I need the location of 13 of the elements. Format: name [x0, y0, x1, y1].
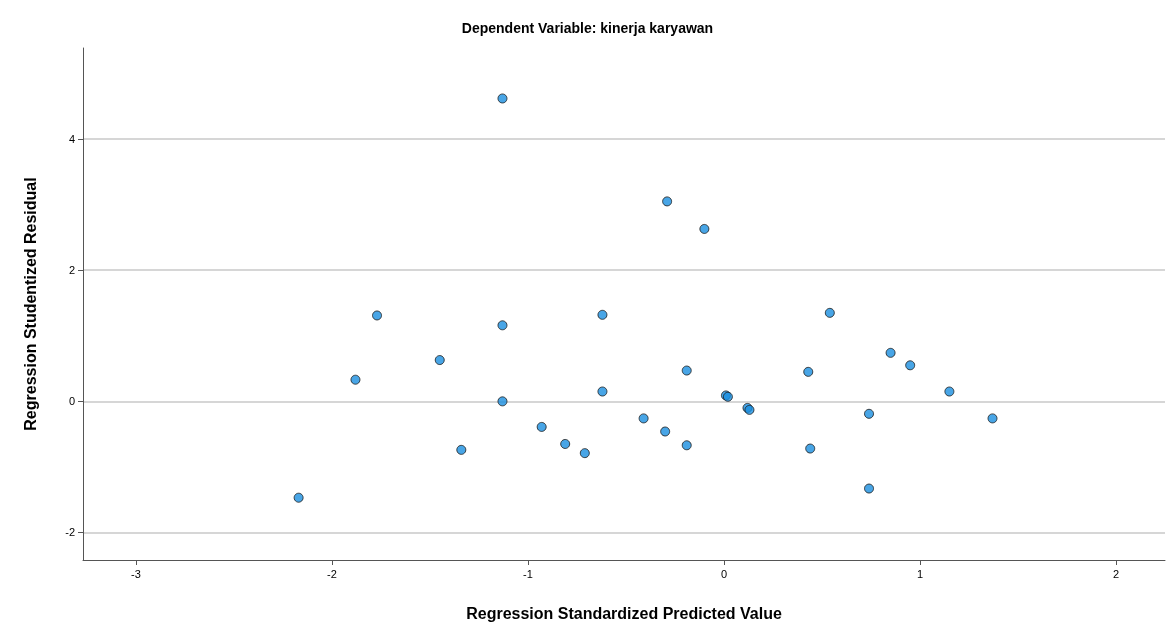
y-tick-label: 0 [68, 395, 75, 408]
x-tick-label: 2 [1112, 567, 1120, 580]
x-tick-label: -3 [131, 567, 141, 580]
y-axis-title: Regression Studentized Residual [21, 177, 39, 431]
x-tick-label: 1 [916, 567, 924, 580]
y-tick-label: 2 [68, 264, 75, 277]
y-tick-label: 4 [68, 133, 75, 146]
x-tick-label: -2 [327, 567, 337, 580]
y-tick-label: -2 [65, 526, 75, 539]
x-tick-label: 0 [720, 567, 728, 580]
chart-title: Dependent Variable: kinerja karyawan [461, 20, 714, 36]
x-axis-title: Regression Standardized Predicted Value [466, 604, 782, 622]
x-tick-label: -1 [523, 567, 533, 580]
